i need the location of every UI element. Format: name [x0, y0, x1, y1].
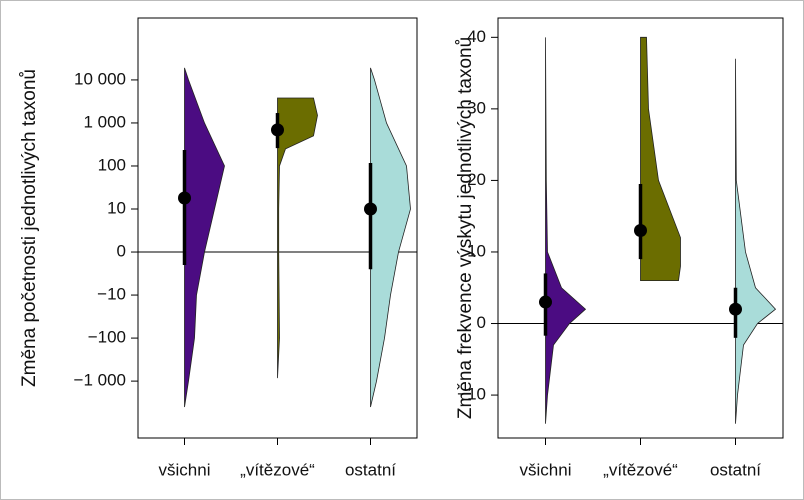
median-point: [729, 302, 742, 316]
y-tick-label: −100: [88, 328, 126, 347]
y-axis-label: Změna frekvence výskytu jednotlivých tax…: [455, 37, 476, 419]
y-tick-label: 10: [107, 198, 126, 217]
violin: [184, 67, 225, 408]
median-point: [178, 191, 191, 205]
y-tick-label: 30: [467, 98, 486, 117]
violin: [545, 37, 587, 424]
violin: [735, 58, 777, 424]
y-axis-label: Změna početnosti jednotlivých taxonů: [19, 69, 40, 387]
x-tick-label: „vítězové“: [240, 460, 315, 479]
y-tick-label: 10 000: [74, 69, 126, 88]
x-tick-label: „vítězové“: [603, 460, 678, 479]
median-point: [634, 224, 647, 238]
y-tick-label: 10: [467, 241, 486, 260]
x-tick-label: ostatní: [345, 460, 396, 479]
y-tick-label: 0: [117, 242, 126, 261]
median-point: [539, 295, 552, 309]
median-point: [364, 202, 377, 216]
x-tick-label: všichni: [520, 460, 572, 479]
y-tick-label: −10: [457, 385, 486, 404]
violin: [370, 67, 411, 408]
violin: [640, 36, 681, 281]
x-tick-label: všichni: [159, 460, 211, 479]
y-tick-label: −1 000: [74, 371, 126, 390]
y-tick-label: −10: [97, 285, 126, 304]
x-tick-label: ostatní: [710, 460, 761, 479]
y-tick-label: 20: [467, 170, 486, 189]
median-point: [271, 123, 284, 137]
y-tick-label: 1 000: [83, 112, 126, 131]
y-tick-label: 100: [98, 155, 126, 174]
y-tick-label: 40: [467, 27, 486, 46]
y-tick-label: 0: [477, 313, 486, 332]
